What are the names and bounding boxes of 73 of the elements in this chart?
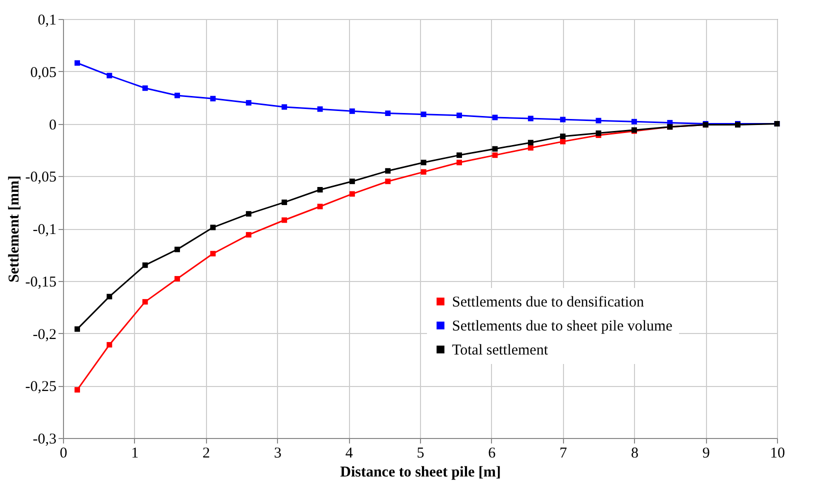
x-tick-label: 2 — [202, 446, 210, 462]
point — [106, 294, 112, 300]
point — [142, 262, 148, 268]
y-tick-label: -0,1 — [32, 222, 56, 238]
point — [456, 160, 462, 166]
x-tick-label: 1 — [131, 446, 139, 462]
point — [106, 342, 112, 348]
point — [528, 145, 534, 151]
point — [420, 169, 426, 175]
point — [560, 134, 566, 140]
point — [420, 112, 426, 118]
point — [385, 110, 391, 116]
point — [317, 187, 323, 192]
point — [142, 299, 148, 305]
x-axis-title: Distance to sheet pile [m] — [340, 464, 501, 480]
point — [210, 224, 216, 230]
point — [349, 191, 355, 197]
point — [74, 326, 80, 332]
legend-label: Total settlement — [452, 342, 549, 358]
point — [492, 114, 498, 120]
x-tick-label: 5 — [416, 446, 424, 462]
point — [317, 204, 323, 210]
point — [456, 152, 462, 158]
point — [282, 217, 288, 223]
point — [74, 60, 80, 66]
y-tick-label: -0,05 — [25, 170, 56, 186]
point — [420, 160, 426, 166]
point — [385, 178, 391, 184]
x-tick-label: 8 — [630, 446, 638, 462]
point — [528, 140, 534, 146]
point — [631, 118, 637, 124]
point — [596, 130, 602, 136]
x-tick-label: 4 — [345, 446, 354, 462]
point — [174, 276, 180, 282]
point — [456, 112, 462, 118]
legend-label: Settlements due to sheet pile volume — [452, 318, 673, 334]
point — [317, 106, 323, 112]
y-tick-label: -0,3 — [32, 432, 56, 448]
point — [246, 211, 252, 217]
y-tick-label: -0,15 — [25, 274, 56, 290]
point — [282, 200, 288, 206]
point — [246, 232, 252, 238]
point — [210, 96, 216, 102]
x-tick-label: 3 — [274, 446, 282, 462]
y-tick-label: 0 — [49, 117, 56, 134]
x-tick-label: 10 — [770, 446, 785, 462]
y-axis-title: Settlement [mm] — [6, 175, 22, 283]
legend-label: Settlements due to densification — [452, 294, 645, 310]
x-tick-label: 7 — [560, 446, 568, 462]
point — [174, 246, 180, 252]
point — [492, 146, 498, 152]
point — [596, 118, 602, 124]
point — [385, 168, 391, 174]
x-tick-label: 0 — [60, 446, 68, 462]
point — [142, 85, 148, 91]
y-tick-label: 0,1 — [38, 12, 56, 28]
y-tick-label: -0,25 — [25, 379, 56, 396]
y-tick-label: -0,2 — [32, 326, 56, 343]
x-tick-label: 9 — [702, 446, 710, 462]
point — [246, 100, 252, 106]
x-tick-label: 6 — [488, 446, 496, 462]
point — [349, 108, 355, 114]
point — [560, 138, 566, 144]
point — [74, 387, 80, 393]
point — [492, 152, 498, 158]
point — [349, 178, 355, 184]
point — [282, 104, 288, 110]
point — [210, 250, 216, 256]
point — [174, 92, 180, 98]
point — [560, 116, 566, 122]
point — [106, 72, 112, 78]
point — [528, 116, 534, 122]
y-tick-label: 0,05 — [30, 64, 56, 81]
